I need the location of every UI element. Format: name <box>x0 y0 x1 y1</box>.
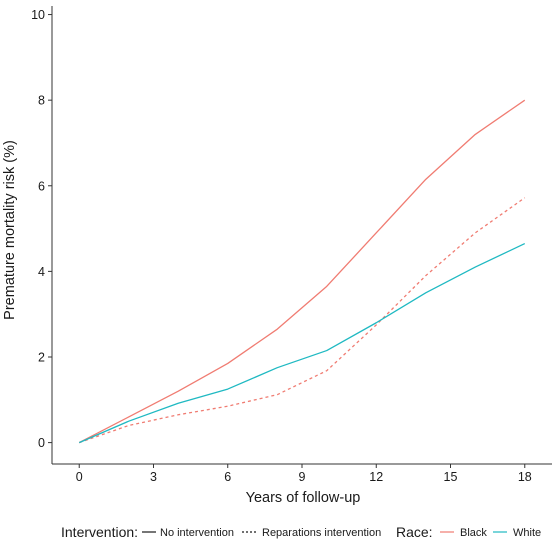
legend-label-no-intervention: No intervention <box>160 527 234 539</box>
series-layer <box>78 99 526 444</box>
series-line-black-no-intervention <box>78 99 526 444</box>
y-tick-label: 0 <box>38 436 45 450</box>
x-tick-label: 12 <box>369 470 383 484</box>
y-tick-label: 8 <box>38 94 45 108</box>
legend-race-title: Race: <box>396 524 433 540</box>
series-line-white-no-intervention <box>78 242 526 444</box>
legend-label-reparations-intervention: Reparations intervention <box>262 527 381 539</box>
x-tick-label: 15 <box>444 470 458 484</box>
legend: Intervention: No intervention Reparation… <box>61 524 541 540</box>
y-tick-label: 10 <box>31 8 45 22</box>
y-axis-title: Premature mortality risk (%) <box>2 140 18 320</box>
y-tick-label: 4 <box>38 265 45 279</box>
legend-label-white: White <box>513 527 541 539</box>
x-tick-label: 18 <box>518 470 532 484</box>
legend-label-black: Black <box>460 527 487 539</box>
x-tick-label: 0 <box>76 470 83 484</box>
x-tick-label: 9 <box>299 470 306 484</box>
y-tick-label: 2 <box>38 350 45 364</box>
legend-intervention-title: Intervention: <box>61 524 138 540</box>
axes-layer: 0 3 6 9 12 15 18 0 2 4 6 8 10 <box>31 6 552 484</box>
x-tick-label: 6 <box>224 470 231 484</box>
x-axis-title: Years of follow-up <box>246 490 361 506</box>
y-tick-label: 6 <box>38 179 45 193</box>
x-tick-label: 3 <box>150 470 157 484</box>
